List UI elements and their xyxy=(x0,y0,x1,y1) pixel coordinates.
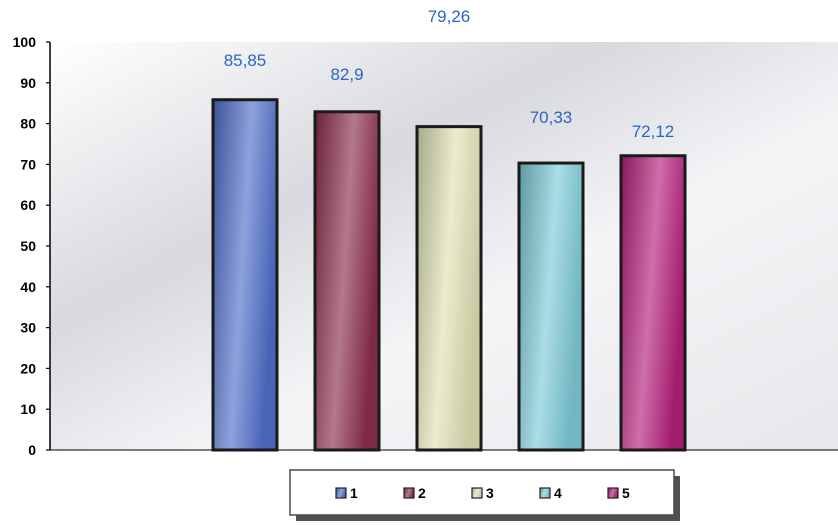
legend: 1 2 3 4 5 xyxy=(289,469,680,521)
data-label-5: 72,12 xyxy=(632,122,675,141)
data-labels: 85,85 82,9 79,26 70,33 72,12 xyxy=(224,7,675,141)
bar-5 xyxy=(619,154,687,452)
legend-label-5: 5 xyxy=(622,485,630,501)
y-tick-label: 70 xyxy=(20,156,36,172)
legend-swatch-1 xyxy=(335,487,347,499)
y-tick-label: 80 xyxy=(20,116,36,132)
data-label-1: 85,85 xyxy=(224,51,267,70)
bar-4 xyxy=(517,161,585,452)
legend-label-2: 2 xyxy=(418,485,426,501)
bars xyxy=(211,98,687,452)
y-tick-label: 90 xyxy=(20,75,36,91)
data-label-2: 82,9 xyxy=(330,65,363,84)
legend-swatch-5 xyxy=(607,487,619,499)
y-tick-label: 0 xyxy=(28,442,36,458)
legend-label-3: 3 xyxy=(486,485,494,501)
y-tick-label: 100 xyxy=(13,34,37,50)
y-tick-label: 40 xyxy=(20,279,36,295)
legend-label-4: 4 xyxy=(554,485,562,501)
y-tick-label: 10 xyxy=(20,401,36,417)
legend-label-1: 1 xyxy=(350,485,358,501)
data-label-3: 79,26 xyxy=(428,7,471,26)
data-label-4: 70,33 xyxy=(530,108,573,127)
bar-2 xyxy=(313,110,381,452)
legend-swatch-2 xyxy=(403,487,415,499)
legend-swatch-3 xyxy=(471,487,483,499)
y-tick-label: 60 xyxy=(20,197,36,213)
bar-3 xyxy=(415,125,483,452)
y-tick-label: 30 xyxy=(20,320,36,336)
y-tick-label: 50 xyxy=(20,238,36,254)
y-tick-label: 20 xyxy=(20,360,36,376)
legend-swatch-4 xyxy=(539,487,551,499)
bar-1 xyxy=(211,98,279,452)
